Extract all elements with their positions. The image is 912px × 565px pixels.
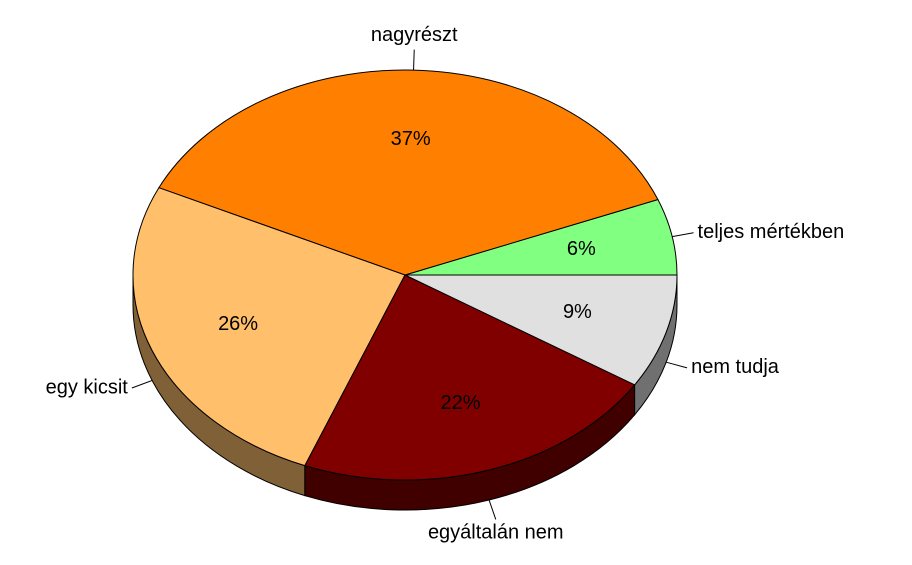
leader-line [488, 499, 497, 520]
slice [158, 69, 659, 276]
leader-line [666, 361, 688, 369]
value-label: 26% [218, 313, 258, 335]
value-label: 37% [391, 128, 431, 150]
slice [132, 187, 406, 467]
category-label: egy kicsit [46, 376, 129, 398]
leader-line [672, 232, 694, 238]
category-label: nem tudja [691, 356, 780, 378]
value-label: 9% [563, 301, 592, 323]
category-label: egyáltalán nem [428, 522, 564, 544]
leader-line [413, 49, 415, 71]
value-label: 6% [567, 238, 596, 260]
category-label: teljes mértékben [698, 221, 845, 243]
slice [404, 274, 678, 386]
value-label: 22% [440, 392, 480, 414]
category-label: nagyrészt [371, 24, 458, 46]
slice [304, 274, 636, 481]
leader-line [131, 379, 153, 389]
